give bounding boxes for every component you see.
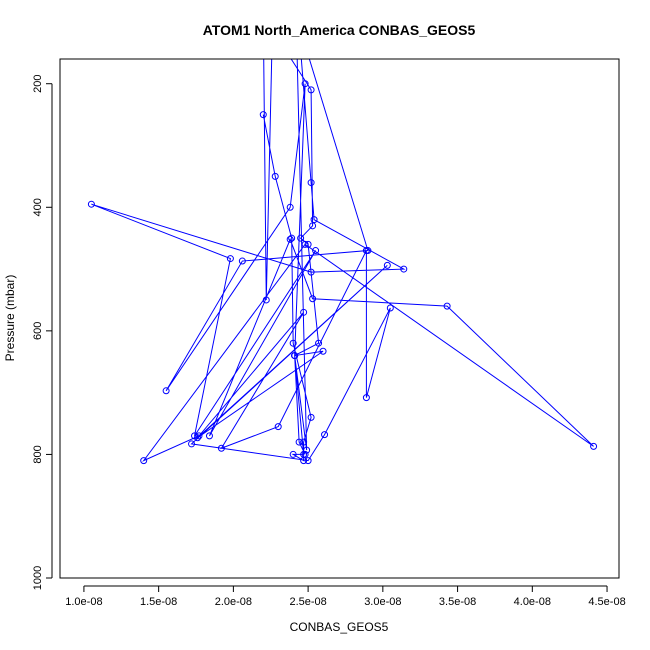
data-point xyxy=(301,450,309,458)
data-point xyxy=(301,240,309,248)
x-tick-label: 1.0e-08 xyxy=(65,596,102,608)
data-point xyxy=(87,200,95,208)
data-point xyxy=(300,308,308,316)
data-point xyxy=(291,352,299,360)
data-point xyxy=(286,235,294,243)
x-tick-label: 1.5e-08 xyxy=(140,596,177,608)
series-layer xyxy=(87,13,598,465)
data-point xyxy=(321,431,329,439)
data-point xyxy=(307,268,315,276)
data-point xyxy=(307,179,315,187)
chart-title: ATOM1 North_America CONBAS_GEOS5 xyxy=(203,22,476,38)
plot-area xyxy=(59,13,620,579)
x-axis: 1.0e-08 1.5e-08 2.0e-08 2.5e-08 3.0e-08 3.5e-… xyxy=(65,585,626,608)
data-point xyxy=(205,432,213,440)
data-point xyxy=(301,80,309,88)
data-point xyxy=(309,295,317,303)
data-point xyxy=(312,247,320,255)
y-axis-label: Pressure (mbar) xyxy=(3,275,17,362)
x-tick-label: 2.5e-08 xyxy=(289,596,326,608)
data-point xyxy=(188,440,196,448)
data-point xyxy=(300,438,308,446)
data-point xyxy=(295,438,303,446)
data-point xyxy=(590,442,598,450)
y-tick-label: 800 xyxy=(32,445,44,463)
data-point xyxy=(386,304,394,312)
y-tick-label: 1000 xyxy=(32,566,44,590)
data-point xyxy=(195,432,203,440)
data-point xyxy=(289,450,297,458)
x-axis-label: CONBAS_GEOS5 xyxy=(290,620,389,634)
data-point xyxy=(315,339,323,347)
data-point xyxy=(304,457,312,465)
x-tick-label: 4.0e-08 xyxy=(514,596,551,608)
data-point xyxy=(226,255,234,263)
y-tick-label: 600 xyxy=(32,322,44,340)
x-tick-label: 4.5e-08 xyxy=(588,596,625,608)
data-point xyxy=(293,13,299,19)
data-point xyxy=(383,261,391,269)
series-line xyxy=(91,59,594,462)
data-point xyxy=(319,347,327,355)
data-point xyxy=(297,234,305,242)
data-point xyxy=(286,203,294,211)
plot-frame xyxy=(59,58,620,579)
x-tick-label: 2.0e-08 xyxy=(215,596,252,608)
data-point xyxy=(400,265,408,273)
data-point xyxy=(364,247,372,255)
data-point xyxy=(304,240,312,248)
data-point xyxy=(194,434,202,442)
y-axis: 200 400 600 800 1000 xyxy=(32,75,53,590)
data-point xyxy=(259,111,267,119)
data-point xyxy=(288,234,296,242)
x-tick-label: 3.5e-08 xyxy=(439,596,476,608)
data-point xyxy=(140,457,148,465)
data-point xyxy=(217,444,225,452)
data-point xyxy=(307,86,315,94)
data-point xyxy=(289,339,297,347)
data-point xyxy=(274,423,282,431)
data-point xyxy=(362,394,370,402)
data-point xyxy=(309,222,317,230)
data-point xyxy=(303,446,311,454)
data-point xyxy=(238,257,246,265)
data-point xyxy=(307,413,315,421)
data-point xyxy=(260,13,266,19)
data-point xyxy=(310,216,318,224)
y-tick-label: 200 xyxy=(32,75,44,93)
data-point xyxy=(443,302,451,310)
data-point xyxy=(162,387,170,395)
data-point xyxy=(271,172,279,180)
x-tick-label: 3.0e-08 xyxy=(364,596,401,608)
data-point xyxy=(262,296,270,304)
y-tick-label: 400 xyxy=(32,198,44,216)
